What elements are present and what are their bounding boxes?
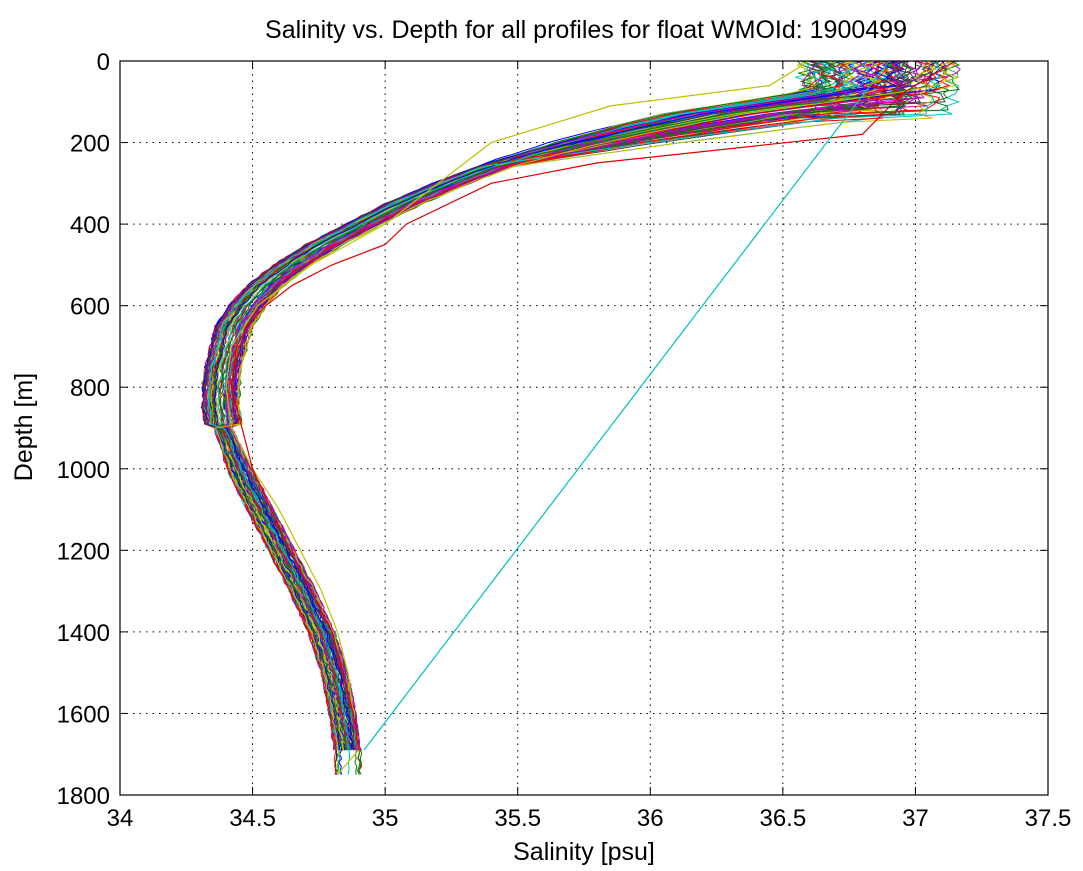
- y-tick-label: 600: [70, 294, 110, 321]
- profile-line: [205, 60, 870, 751]
- x-tick-label: 37.5: [1025, 805, 1072, 832]
- y-axis-ticks: 0 200 400 600 800 1000 1200 1400 1600 1800: [57, 49, 1048, 810]
- profile-line: [214, 60, 905, 775]
- y-tick-label: 1800: [57, 783, 110, 810]
- profile-line: [222, 60, 928, 751]
- x-axis-ticks: 34 34.5 35 35.5 36 36.5 37 37.5: [107, 61, 1072, 832]
- profile-line: [212, 60, 836, 751]
- x-tick-label: 36.5: [759, 805, 806, 832]
- plot-frame: [119, 60, 1049, 796]
- x-tick-label: 35.5: [494, 805, 541, 832]
- chart-title: Salinity vs. Depth for all profiles for …: [265, 16, 907, 44]
- x-tick-label: 34.5: [229, 805, 276, 832]
- y-tick-label: 0: [97, 49, 110, 76]
- y-tick-label: 800: [70, 375, 110, 402]
- y-tick-label: 400: [70, 212, 110, 239]
- grid-lines: [120, 61, 1048, 795]
- y-tick-label: 1000: [57, 457, 110, 484]
- profile-line: [217, 60, 915, 751]
- y-tick-label: 1600: [57, 701, 110, 728]
- profile-line: [222, 60, 888, 751]
- profile-line: [202, 60, 910, 751]
- y-axis-label: Depth [m]: [10, 373, 38, 481]
- x-tick-label: 35: [372, 805, 399, 832]
- x-axis-label: Salinity [psu]: [513, 838, 655, 866]
- y-tick-label: 1400: [57, 620, 110, 647]
- profile-line: [363, 60, 890, 751]
- profile-line: [225, 60, 810, 775]
- x-tick-label: 34: [107, 805, 134, 832]
- y-tick-label: 1200: [57, 538, 110, 565]
- y-tick-label: 200: [70, 131, 110, 158]
- x-tick-label: 36: [637, 805, 664, 832]
- profile-lines: [200, 60, 961, 775]
- profile-line: [228, 60, 908, 751]
- plot-area: [120, 61, 1048, 795]
- x-tick-label: 37: [902, 805, 929, 832]
- profile-line: [230, 60, 956, 751]
- profile-line: [214, 60, 961, 751]
- profile-line: [206, 60, 942, 775]
